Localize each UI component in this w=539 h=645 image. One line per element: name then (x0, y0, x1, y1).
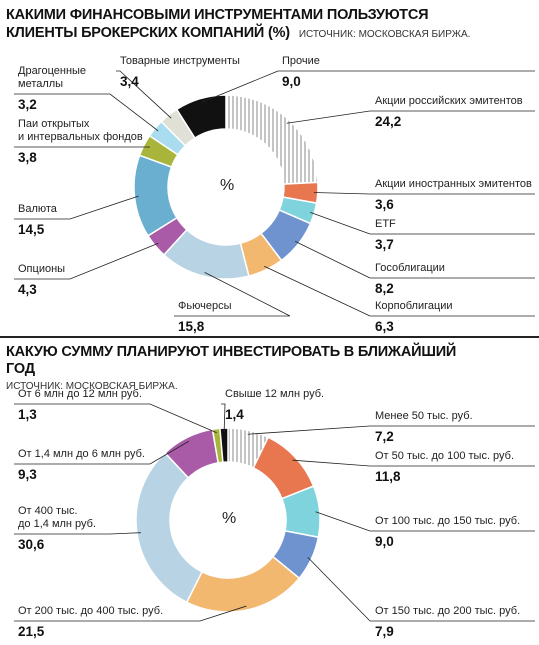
slice-label: От 200 тыс. до 400 тыс. руб. (18, 605, 164, 617)
slice-label: От 1,4 млн до 6 млн руб. (18, 448, 145, 460)
slice-label: Менее 50 тыс. руб. (375, 410, 473, 422)
value-label: 3,2 (18, 97, 37, 112)
leader-line (247, 425, 371, 435)
slice (175, 94, 227, 140)
slice-label: Драгоценные металлы (18, 65, 87, 90)
slice-label: Опционы (18, 263, 66, 275)
value-label: 11,8 (375, 469, 401, 484)
slice-label: От 50 тыс. до 100 тыс. руб. (375, 450, 515, 462)
leader-line (292, 459, 371, 467)
slice-label: Фьючерсы (178, 300, 232, 312)
value-label: 3,6 (375, 197, 394, 212)
leader-line (14, 440, 189, 465)
value-label: 14,5 (18, 222, 45, 237)
value-label: 21,5 (18, 624, 45, 639)
leader-line (116, 70, 172, 119)
slice-label: От 6 млн до 12 млн руб. (18, 388, 142, 400)
slice (135, 451, 204, 604)
slice-label: Корпоблигации (375, 300, 453, 312)
header: КАКИМИ ФИНАНСОВЫМИ ИНСТРУМЕНТАМИ ПОЛЬЗУЮ… (6, 6, 476, 43)
slice (219, 427, 229, 464)
leader-line (310, 211, 371, 235)
value-label: 4,3 (18, 282, 37, 297)
chart-title: КАКУЮ СУММУ ПЛАНИРУЮТ ИНВЕСТИРОВАТЬ В БЛ… (6, 344, 457, 377)
value-label: 9,0 (282, 74, 301, 89)
leader-line (315, 511, 371, 532)
leader-line (14, 93, 159, 132)
source: ИСТОЧНИК: МОСКОВСКАЯ БИРЖА. (298, 29, 471, 40)
value-label: 7,9 (375, 624, 394, 639)
value-label: 8,2 (375, 281, 394, 296)
slice-label: Акции иностранных эмитентов (375, 178, 532, 190)
leader-line (174, 272, 291, 317)
slice (185, 555, 301, 613)
center-label: % (220, 177, 235, 194)
slice-label: Паи открытых и интервальных фондов (18, 118, 143, 143)
leader-line (286, 110, 371, 124)
leader-line (14, 605, 247, 622)
leader-line (14, 242, 159, 280)
slice-label: От 150 тыс. до 200 тыс. руб. (375, 605, 521, 617)
value-label: 15,8 (178, 319, 205, 334)
value-label: 9,3 (18, 467, 37, 482)
chart-title: КАКИМИ ФИНАНСОВЫМИ ИНСТРУМЕНТАМИ ПОЛЬЗУЮ… (6, 7, 429, 41)
slice (225, 94, 319, 185)
value-label: 24,2 (375, 114, 402, 129)
leader-line (264, 265, 371, 317)
source: ИСТОЧНИК: МОСКОВСКАЯ БИРЖА. (6, 381, 178, 392)
leader-line (221, 403, 226, 433)
value-label: 1,3 (18, 407, 37, 422)
value-label: 30,6 (18, 537, 45, 552)
slice-label: Акции российских эмитентов (375, 95, 523, 107)
slice-label: Товарные инструменты (120, 55, 240, 67)
slice-label: ETF (375, 218, 396, 230)
slice-label: Прочие (282, 55, 320, 67)
slice-label: Свыше 12 млн руб. (225, 388, 325, 400)
center-label: % (222, 510, 237, 527)
value-label: 3,7 (375, 237, 394, 252)
slice-label: От 400 тыс. до 1,4 млн руб. (18, 505, 97, 530)
value-label: 7,2 (375, 429, 394, 444)
value-label: 9,0 (375, 534, 394, 549)
leader-line (307, 556, 371, 622)
leader-line (14, 403, 217, 434)
value-label: 1,4 (225, 407, 244, 422)
value-label: 3,8 (18, 150, 37, 165)
leader-line (14, 532, 141, 535)
leader-line (313, 192, 371, 195)
value-label: 6,3 (375, 319, 394, 334)
header: КАКУЮ СУММУ ПЛАНИРУЮТ ИНВЕСТИРОВАТЬ В БЛ… (6, 344, 476, 395)
value-label: 3,4 (120, 74, 139, 89)
slice-label: Валюта (18, 203, 57, 215)
slice-label: От 100 тыс. до 150 тыс. руб. (375, 515, 521, 527)
leader-line (14, 195, 139, 220)
leader-line (201, 70, 279, 103)
leader-line (295, 241, 371, 279)
slice-label: Гособлигации (375, 262, 445, 274)
